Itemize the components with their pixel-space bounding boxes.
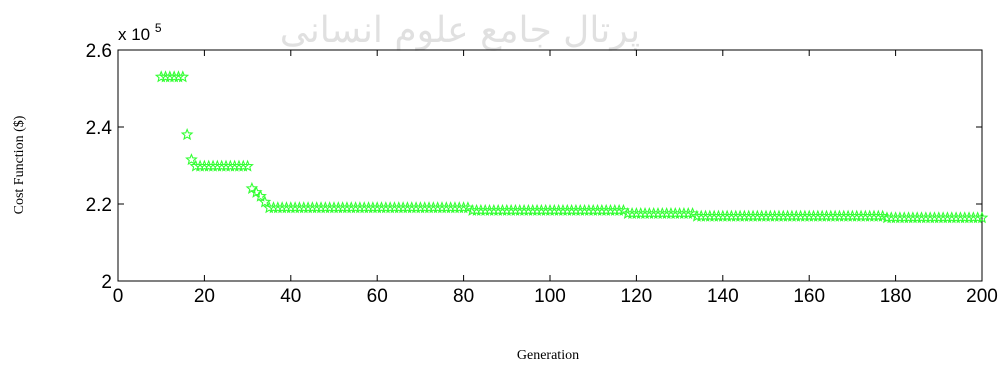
data-point-gen-200	[975, 211, 989, 224]
watermark-text: پرتال جامع علوم انسانی	[280, 10, 640, 51]
axis-ticks	[117, 49, 983, 282]
data-point-gen-132	[681, 206, 695, 220]
x-tick-label-100: 100	[534, 286, 566, 307]
x-tick-label-200: 200	[966, 286, 998, 307]
data-point-gen-15	[176, 70, 190, 83]
x-tick-label-120: 120	[621, 286, 653, 307]
x-tick-label-0: 0	[113, 286, 124, 307]
x-axis-title: Generation	[517, 348, 579, 363]
data-point-gen-33	[254, 189, 267, 202]
x-tick-label-80: 80	[453, 286, 474, 307]
x-tick-label-180: 180	[880, 286, 912, 307]
data-point-gen-80	[457, 201, 470, 214]
y-axis-title: Cost Function ($)	[12, 115, 27, 214]
y-multiplier-exponent: 5	[155, 21, 162, 35]
y-tick-label-3: 2.6	[86, 41, 112, 62]
data-point-gen-17	[185, 153, 198, 166]
data-point-gen-176	[871, 209, 885, 222]
y-tick-label-1: 2.2	[86, 195, 112, 216]
data-point-gen-30	[241, 159, 254, 172]
data-points	[154, 70, 989, 224]
y-axis-multiplier: x 10 5	[118, 21, 162, 44]
x-tick-label-140: 140	[707, 286, 739, 307]
data-point-gen-199	[971, 211, 985, 224]
y-multiplier-base: x 10	[118, 25, 150, 44]
x-tick-label-60: 60	[367, 286, 388, 307]
x-tick-label-40: 40	[280, 286, 301, 307]
data-point-gen-29	[236, 159, 250, 172]
data-point-gen-34	[258, 195, 272, 208]
data-point-gen-16	[180, 128, 194, 141]
x-tick-label-160: 160	[793, 286, 825, 307]
x-tick-label-20: 20	[194, 286, 215, 307]
data-point-gen-116	[612, 203, 626, 216]
axis-tick-labels: 0 20 40 60 80 100 120 140 160 180 200 2 2.2 2.4 2.6	[86, 41, 998, 307]
y-tick-label-2: 2.4	[86, 118, 113, 139]
y-tick-label-0: 2	[101, 272, 112, 293]
data-point-gen-14	[172, 70, 185, 83]
